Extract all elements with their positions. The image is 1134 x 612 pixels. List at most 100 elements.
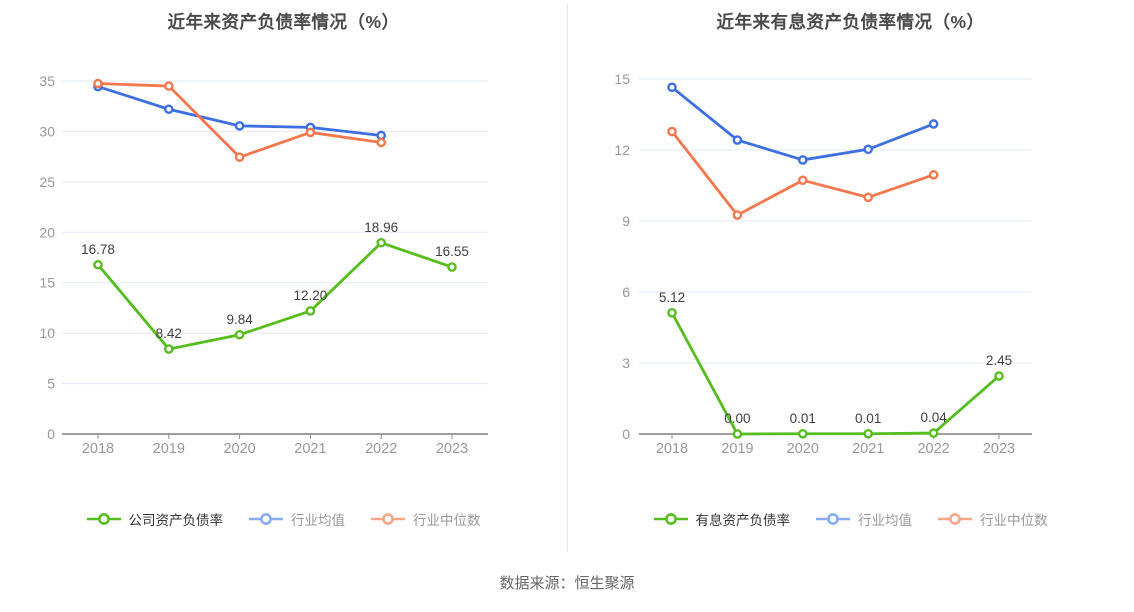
- y-axis-label: 20: [39, 224, 55, 240]
- interest-bearing-asset-liability-ratio-value-label: 2.45: [986, 353, 1012, 368]
- y-axis-label: 25: [39, 174, 55, 190]
- y-axis-label: 15: [39, 275, 55, 291]
- chart-title: 近年来有息资产负债率情况（%）: [716, 12, 985, 32]
- industry-median-point[interactable]: [376, 137, 387, 148]
- interest-bearing-asset-liability-ratio-value-label: 0.04: [920, 410, 947, 425]
- y-axis-label: 35: [39, 73, 55, 89]
- industry-median-point[interactable]: [863, 192, 874, 203]
- x-axis-label: 2023: [436, 441, 468, 457]
- legend-item-industry-median[interactable]: 行业中位数: [938, 509, 1048, 529]
- chart-legend: 有息资产负债率 行业均值 行业中位数: [567, 509, 1134, 529]
- interest-bearing-asset-liability-ratio-line: [670, 311, 1001, 436]
- industry-median-point[interactable]: [667, 126, 677, 137]
- interest-bearing-asset-liability-ratio-value-label: 0.01: [855, 411, 881, 426]
- industry-mean-point[interactable]: [863, 144, 874, 155]
- company-asset-liability-ratio-point[interactable]: [234, 329, 245, 340]
- industry-median-line: [96, 82, 383, 159]
- interest-bearing-asset-liability-ratio-point[interactable]: [994, 371, 1004, 381]
- panel-divider: [567, 4, 568, 552]
- asset-ratio-panel: 2018 2019 2020 2021 2022 2023 0 5 10 15 20 25 30 35 16…: [0, 0, 567, 555]
- x-axis-label: 2019: [153, 441, 185, 457]
- interest-bearing-asset-liability-ratio-value-label: 5.12: [659, 290, 685, 305]
- interest-bearing-asset-liability-ratio-point[interactable]: [863, 428, 874, 439]
- industry-median-line: [670, 130, 936, 217]
- industry-median-point[interactable]: [163, 81, 174, 91]
- y-axis-label: 3: [622, 355, 630, 371]
- x-axis-label: 2020: [223, 441, 255, 457]
- legend-label: 行业中位数: [980, 513, 1048, 528]
- y-axis-label: 5: [47, 376, 55, 392]
- interest-ratio-panel: 2018 2019 2020 2021 2022 2023 0 3 6 9 12 15 5.12 0.00…: [567, 0, 1134, 555]
- company-asset-liability-ratio-point[interactable]: [447, 262, 457, 272]
- interest-bearing-asset-liability-ratio-point[interactable]: [732, 429, 743, 439]
- interest-bearing-asset-liability-ratio-value-label: 0.00: [724, 411, 750, 426]
- company-asset-liability-ratio-value-label: 18.96: [364, 220, 398, 235]
- company-asset-liability-ratio-value-label: 16.55: [435, 244, 469, 259]
- legend-line-marker-icon: [249, 513, 283, 525]
- asset-ratio-chart-canvas[interactable]: 2018 2019 2020 2021 2022 2023 0 5 10 15 20 25 30 35 16…: [0, 0, 567, 555]
- company-asset-liability-ratio-value-label: 8.42: [156, 326, 182, 341]
- company-asset-liability-ratio-value-label: 12.20: [294, 288, 328, 303]
- industry-mean-point[interactable]: [797, 155, 808, 165]
- legend-line-marker-icon: [816, 513, 850, 525]
- legend-line-marker-icon: [371, 513, 405, 525]
- industry-mean-point[interactable]: [163, 104, 174, 115]
- legend-label: 行业均值: [858, 513, 912, 528]
- y-axis-label: 0: [622, 426, 630, 442]
- industry-median-point[interactable]: [732, 210, 743, 220]
- x-axis-label: 2018: [82, 441, 114, 457]
- interest-ratio-chart-canvas[interactable]: 2018 2019 2020 2021 2022 2023 0 3 6 9 12 15 5.12 0.00…: [567, 0, 1134, 555]
- y-axis-label: 6: [622, 284, 630, 300]
- y-axis-label: 9: [622, 213, 630, 229]
- legend-label: 行业中位数: [413, 513, 481, 528]
- y-axis-label: 30: [39, 123, 55, 139]
- company-asset-liability-ratio-point[interactable]: [93, 259, 103, 270]
- x-axis-label: 2022: [365, 441, 397, 457]
- legend-line-marker-icon: [653, 513, 688, 525]
- legend-line-marker-icon: [86, 513, 121, 525]
- industry-median-point[interactable]: [234, 152, 245, 162]
- y-axis-label: 12: [614, 142, 630, 158]
- legend-label: 有息资产负债率: [695, 513, 791, 528]
- x-axis-label: 2020: [787, 441, 819, 457]
- legend-item-company-asset-liability-ratio[interactable]: 公司资产负债率: [86, 509, 224, 529]
- data-source-footer: 数据来源：恒生聚源: [499, 575, 635, 592]
- industry-median-point[interactable]: [305, 127, 316, 138]
- industry-mean-point[interactable]: [234, 121, 245, 131]
- legend-label: 公司资产负债率: [128, 513, 224, 528]
- chart-title: 近年来资产负债率情况（%）: [167, 12, 400, 32]
- x-axis-label: 2019: [721, 441, 753, 457]
- industry-median-point[interactable]: [797, 175, 808, 186]
- y-axis-label: 15: [614, 71, 630, 87]
- company-asset-liability-ratio-value-label: 16.78: [81, 242, 115, 257]
- company-asset-liability-ratio-point[interactable]: [376, 237, 387, 248]
- legend-item-industry-mean[interactable]: 行业均值: [249, 509, 345, 529]
- interest-bearing-asset-liability-ratio-point[interactable]: [797, 428, 808, 439]
- company-asset-liability-ratio-value-label: 9.84: [226, 312, 253, 327]
- industry-mean-line: [670, 85, 936, 162]
- company-asset-liability-ratio-point[interactable]: [305, 306, 316, 316]
- company-asset-liability-ratio-line: [96, 241, 454, 351]
- y-axis-label: 0: [47, 426, 55, 442]
- legend-label: 行业均值: [291, 513, 345, 528]
- x-axis-label: 2023: [983, 441, 1015, 457]
- interest-bearing-asset-liability-ratio-value-label: 0.01: [790, 411, 816, 426]
- chart-legend: 公司资产负债率 行业均值 行业中位数: [0, 509, 567, 529]
- industry-median-point[interactable]: [93, 78, 103, 89]
- industry-median-point[interactable]: [928, 170, 939, 180]
- legend-item-industry-median[interactable]: 行业中位数: [371, 509, 481, 529]
- x-axis-label: 2018: [656, 441, 688, 457]
- x-axis-label: 2021: [852, 441, 884, 457]
- x-axis-label: 2022: [917, 441, 949, 457]
- industry-mean-point[interactable]: [928, 119, 939, 129]
- y-axis-label: 10: [39, 325, 55, 341]
- legend-line-marker-icon: [938, 513, 972, 525]
- industry-mean-point[interactable]: [667, 82, 677, 93]
- company-asset-liability-ratio-point[interactable]: [163, 344, 174, 354]
- interest-bearing-asset-liability-ratio-point[interactable]: [667, 308, 677, 318]
- x-axis-label: 2021: [294, 441, 326, 457]
- legend-item-industry-mean[interactable]: 行业均值: [816, 509, 912, 529]
- legend-item-interest-bearing-asset-liability-ratio[interactable]: 有息资产负债率: [653, 509, 791, 529]
- industry-mean-point[interactable]: [732, 135, 743, 145]
- interest-bearing-asset-liability-ratio-point[interactable]: [928, 428, 939, 438]
